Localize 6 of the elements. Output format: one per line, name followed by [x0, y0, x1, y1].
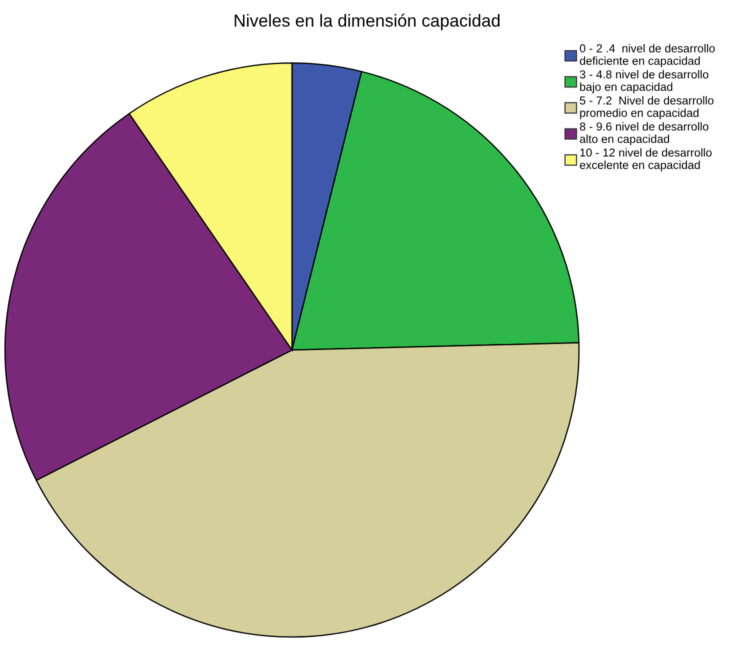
legend-label: 8 - 9.6 nivel de desarrollo alto en capacidad: [580, 122, 708, 146]
legend-label: 0 - 2 .4 nivel de desarrollo deficiente en capacidad: [580, 44, 715, 68]
legend-label: 3 - 4.8 nivel de desarrollo bajo en capacidad: [580, 70, 708, 94]
legend-label: 10 - 12 nivel de desarrollo excelente en capacidad: [580, 148, 712, 172]
chart-title: Niveles en la dimensión capacidad: [234, 14, 500, 30]
legend-label: 5 - 7.2 Nivel de desarrollo promedio en capacidad: [580, 96, 714, 120]
